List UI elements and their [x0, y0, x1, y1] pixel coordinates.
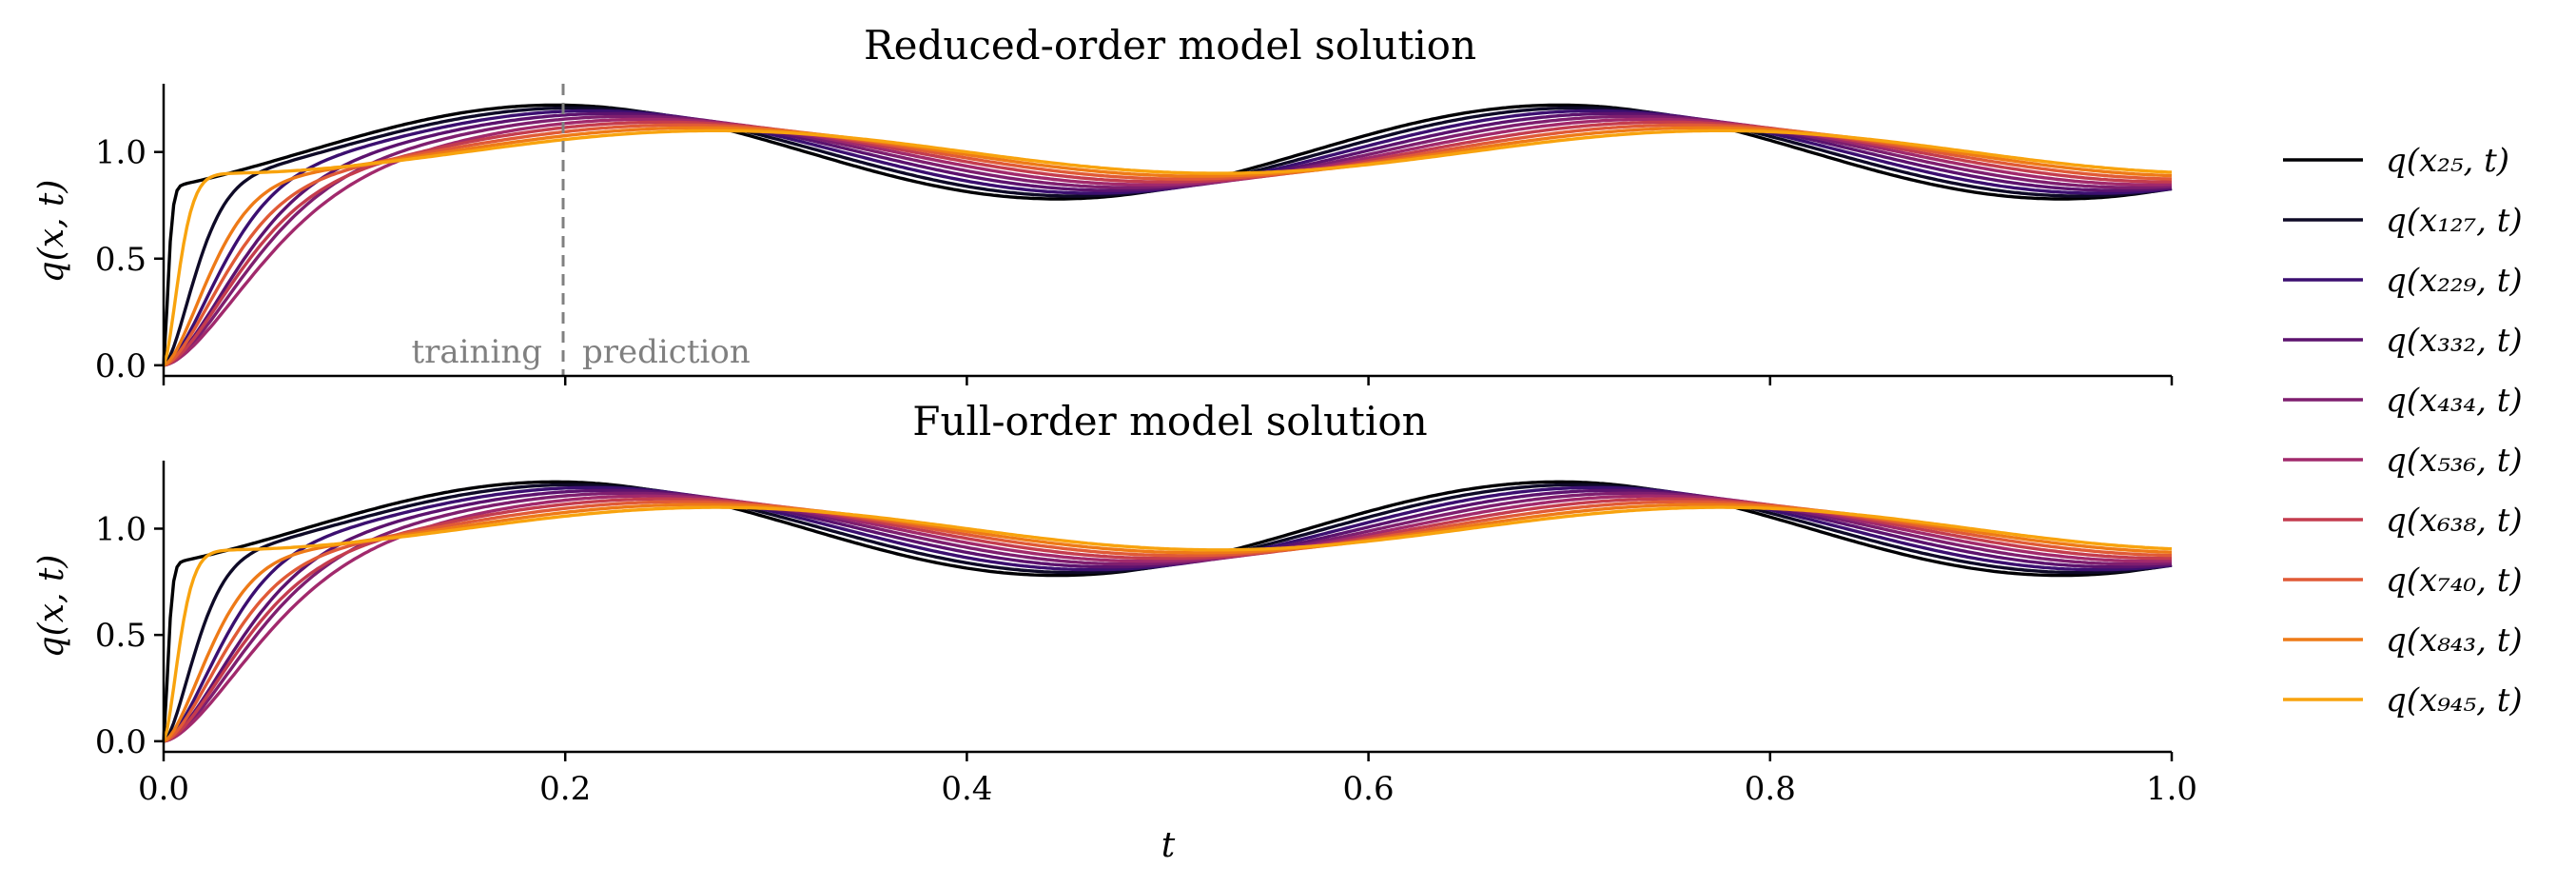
- legend-item: q(x₇₄₀, t): [2283, 562, 2523, 600]
- series-line: [163, 117, 2173, 367]
- legend-item: q(x₁₂₇, t): [2283, 202, 2523, 240]
- x-tick-label: 0.0: [138, 770, 189, 808]
- y-tick-label: 0.0: [95, 723, 146, 761]
- legend-item: q(x₈₄₃, t): [2283, 621, 2523, 660]
- legend-item: q(x₉₄₅, t): [2283, 681, 2523, 719]
- legend-item: q(x₂₂₉, t): [2283, 262, 2523, 300]
- panel-title: Reduced-order model solution: [864, 22, 1476, 69]
- x-tick-label: 0.4: [941, 770, 992, 808]
- x-tick-label: 1.0: [2146, 770, 2197, 808]
- series-line: [163, 123, 2173, 367]
- series-line: [163, 494, 2173, 743]
- legend-label: q(x₅₃₆, t): [2386, 442, 2523, 480]
- series-group: [162, 103, 2173, 367]
- y-tick-label: 1.0: [95, 134, 146, 172]
- legend-item: q(x₆₃₈, t): [2283, 502, 2523, 540]
- panel-title: Full-order model solution: [912, 398, 1427, 444]
- y-tick-label: 0.0: [95, 347, 146, 385]
- series-line: [162, 505, 2173, 742]
- legend-label: q(x₄₃₄, t): [2386, 382, 2523, 420]
- x-tick-label: 0.2: [539, 770, 591, 808]
- y-tick-label: 0.5: [95, 241, 146, 279]
- legend-item: q(x₂₅, t): [2283, 142, 2509, 180]
- series-line: [163, 500, 2172, 743]
- y-axis-label: q(x, t): [32, 555, 71, 659]
- legend-label: q(x₆₃₈, t): [2386, 502, 2523, 540]
- y-axis-label: q(x, t): [32, 180, 71, 284]
- y-ticks: 0.0 0.5 1.0: [95, 134, 164, 385]
- series-group: [162, 480, 2173, 743]
- legend-label: q(x₉₄₅, t): [2386, 681, 2523, 719]
- series-line: [163, 491, 2173, 743]
- x-tick-label: 0.6: [1343, 770, 1395, 808]
- x-tick-label: 0.8: [1745, 770, 1796, 808]
- legend-label: q(x₁₂₇, t): [2386, 202, 2523, 240]
- panel-reduced-order: Reduced-order model solution training pr…: [32, 22, 2174, 385]
- legend-item: q(x₄₃₄, t): [2283, 382, 2523, 420]
- legend-label: q(x₂₅, t): [2386, 142, 2509, 180]
- annotation-training: training: [412, 333, 543, 371]
- legend-label: q(x₃₃₂, t): [2386, 322, 2523, 360]
- x-ticks: 0.0 0.2 0.4 0.6 0.8 1.0: [138, 752, 2197, 808]
- legend: q(x₂₅, t) q(x₁₂₇, t) q(x₂₂₉, t) q(x₃₃₂, t) q…: [2283, 142, 2523, 719]
- series-line: [163, 114, 2173, 367]
- y-ticks: 0.0 0.5 1.0: [95, 510, 164, 761]
- legend-item: q(x₃₃₂, t): [2283, 322, 2523, 360]
- x-axis-label: t: [1161, 826, 1176, 865]
- annotation-prediction: prediction: [582, 333, 751, 371]
- legend-item: q(x₅₃₆, t): [2283, 442, 2523, 480]
- series-line: [162, 128, 2173, 366]
- panel-full-order: Full-order model solution 0.00.51.0 0.0 0…: [32, 398, 2197, 808]
- y-tick-label: 0.5: [95, 617, 146, 655]
- y-tick-label: 1.0: [95, 510, 146, 548]
- legend-label: q(x₇₄₀, t): [2386, 562, 2523, 600]
- legend-label: q(x₈₄₃, t): [2386, 621, 2523, 660]
- legend-label: q(x₂₂₉, t): [2386, 262, 2523, 300]
- x-ticks: [162, 376, 2174, 385]
